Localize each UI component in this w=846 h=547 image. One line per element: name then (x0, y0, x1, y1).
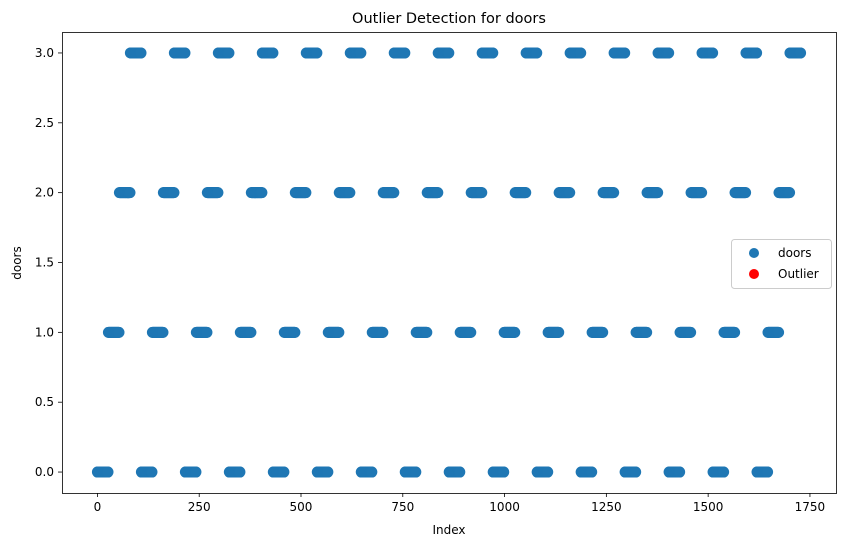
y-tick-label: 0.5 (35, 395, 54, 409)
data-point-doors (333, 326, 345, 338)
data-point-doors (366, 466, 378, 478)
data-point-doors (542, 466, 554, 478)
data-point-doors (432, 187, 444, 199)
data-point-doors (707, 47, 719, 59)
x-tick-label: 250 (188, 500, 211, 514)
x-tick-label: 1750 (795, 500, 826, 514)
data-point-doors (564, 187, 576, 199)
y-axis-ticks: 0.0 0.5 1.0 1.5 2.0 2.5 3.0 (35, 46, 62, 479)
data-point-doors (762, 466, 774, 478)
data-point-doors (751, 47, 763, 59)
data-point-doors (630, 466, 642, 478)
data-point-doors (234, 466, 246, 478)
data-point-doors (663, 47, 675, 59)
data-point-doors (201, 326, 213, 338)
legend-label-outlier: Outlier (778, 267, 819, 281)
chart-title: Outlier Detection for doors (352, 11, 546, 27)
data-point-doors (135, 47, 147, 59)
x-tick-label: 500 (290, 500, 313, 514)
data-point-doors (168, 187, 180, 199)
data-point-doors (190, 466, 202, 478)
data-point-doors (729, 326, 741, 338)
data-point-doors (586, 466, 598, 478)
y-tick-label: 3.0 (35, 46, 54, 60)
data-point-doors (223, 47, 235, 59)
x-tick-label: 1250 (591, 500, 622, 514)
data-point-doors (311, 47, 323, 59)
data-point-doors (355, 47, 367, 59)
data-point-doors (267, 47, 279, 59)
data-point-doors (553, 326, 565, 338)
y-axis-title: doors (10, 246, 24, 280)
data-point-doors (421, 326, 433, 338)
data-point-doors (674, 466, 686, 478)
legend-marker-doors (749, 248, 759, 258)
data-point-doors (344, 187, 356, 199)
data-point-doors (718, 466, 730, 478)
y-tick-label: 0.0 (35, 465, 54, 479)
data-point-doors (256, 187, 268, 199)
data-marks (91, 47, 807, 478)
plot-frame (62, 32, 837, 494)
data-point-doors (245, 326, 257, 338)
y-tick-label: 2.5 (35, 116, 54, 130)
data-point-doors (476, 187, 488, 199)
x-tick-label: 0 (94, 500, 102, 514)
data-point-doors (575, 47, 587, 59)
data-point-doors (784, 187, 796, 199)
data-point-doors (289, 326, 301, 338)
data-point-doors (773, 326, 785, 338)
data-point-doors (278, 466, 290, 478)
data-point-doors (740, 187, 752, 199)
y-tick-label: 2.0 (35, 186, 54, 200)
data-point-doors (487, 47, 499, 59)
data-point-doors (410, 466, 422, 478)
data-point-doors (399, 47, 411, 59)
x-tick-label: 1000 (489, 500, 520, 514)
data-point-doors (443, 47, 455, 59)
data-point-doors (377, 326, 389, 338)
data-point-doors (212, 187, 224, 199)
data-point-doors (322, 466, 334, 478)
data-point-doors (124, 187, 136, 199)
data-point-doors (300, 187, 312, 199)
data-point-doors (795, 47, 807, 59)
data-point-doors (146, 466, 158, 478)
data-point-doors (641, 326, 653, 338)
x-tick-label: 750 (391, 500, 414, 514)
data-point-doors (685, 326, 697, 338)
data-point-doors (619, 47, 631, 59)
data-point-doors (509, 326, 521, 338)
data-point-doors (498, 466, 510, 478)
legend-marker-outlier (749, 269, 759, 279)
data-point-doors (520, 187, 532, 199)
data-point-doors (465, 326, 477, 338)
data-point-doors (531, 47, 543, 59)
data-point-doors (102, 466, 114, 478)
data-point-doors (179, 47, 191, 59)
legend-label-doors: doors (778, 246, 812, 260)
y-tick-label: 1.0 (35, 325, 54, 339)
data-point-doors (388, 187, 400, 199)
data-point-doors (608, 187, 620, 199)
y-tick-label: 1.5 (35, 256, 54, 270)
x-axis-ticks: 0 250 500 750 1000 1250 1500 1750 (94, 493, 826, 514)
x-axis-title: Index (432, 523, 465, 537)
data-point-doors (157, 326, 169, 338)
data-point-doors (652, 187, 664, 199)
data-point-doors (696, 187, 708, 199)
data-point-doors (597, 326, 609, 338)
data-point-doors (113, 326, 125, 338)
x-tick-label: 1500 (693, 500, 724, 514)
data-point-doors (454, 466, 466, 478)
legend: doors Outlier (731, 239, 832, 289)
